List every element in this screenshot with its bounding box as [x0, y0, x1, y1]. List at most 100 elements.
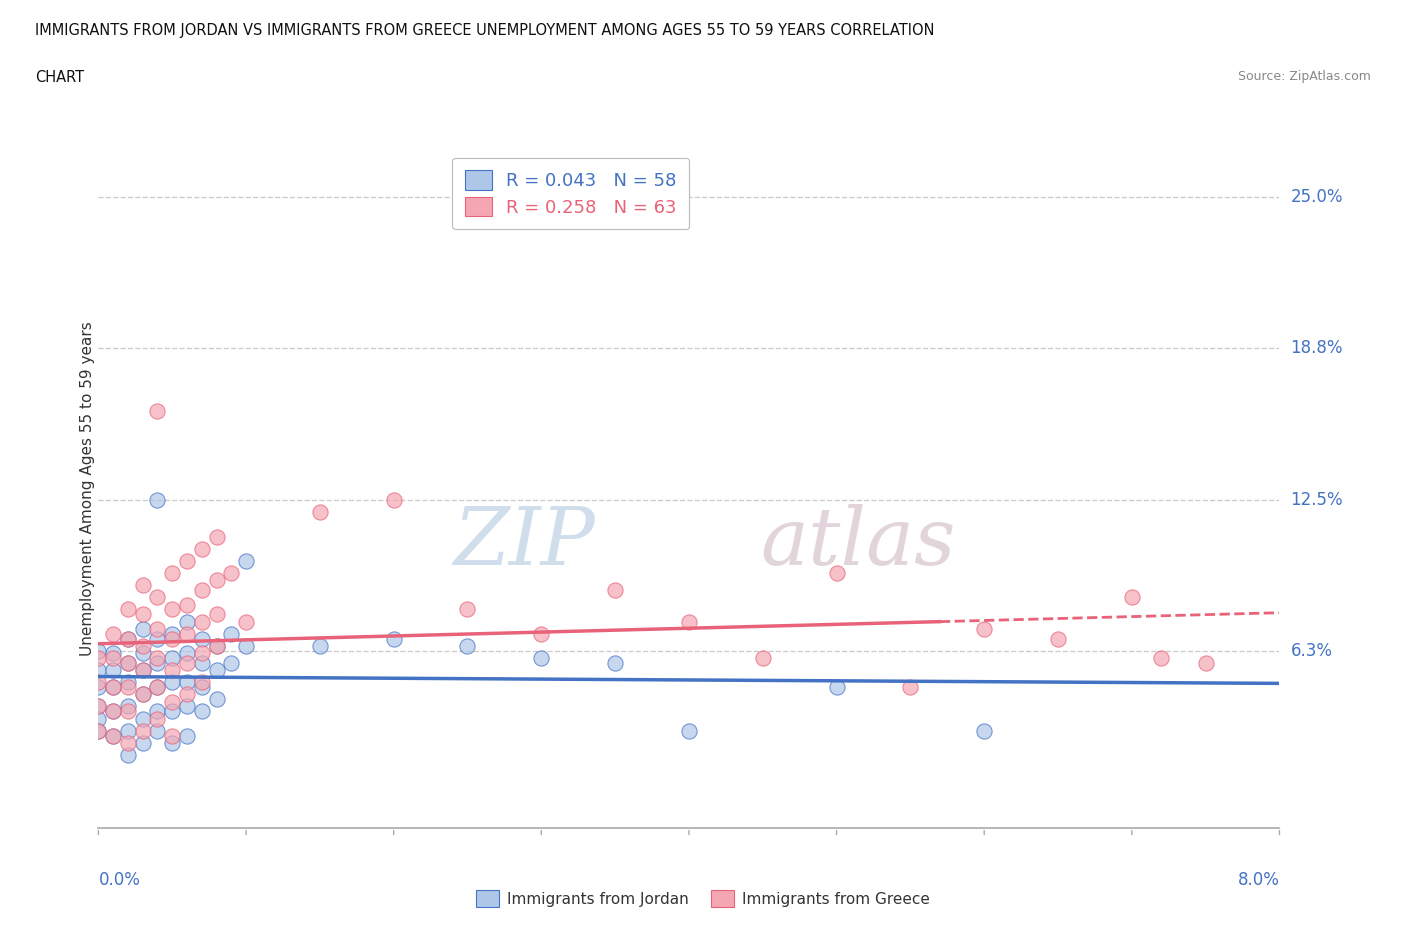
Point [87, 724, 110, 738]
Point [308, 638, 332, 653]
Point [605, 656, 627, 671]
Point [162, 694, 183, 709]
Point [103, 626, 124, 641]
Point [103, 663, 124, 678]
Text: atlas: atlas [759, 504, 955, 581]
Point [117, 736, 139, 751]
Point [1121, 590, 1143, 604]
Point [103, 704, 124, 719]
Point [176, 597, 198, 612]
Point [191, 680, 214, 695]
Point [176, 728, 198, 743]
Point [973, 724, 995, 738]
Point [176, 614, 198, 629]
Point [146, 711, 169, 726]
Point [162, 626, 183, 641]
Point [205, 607, 228, 622]
Point [219, 565, 242, 580]
Point [205, 663, 228, 678]
Point [132, 663, 155, 678]
Point [117, 680, 139, 695]
Point [751, 651, 773, 666]
Point [132, 724, 155, 738]
Point [132, 621, 155, 636]
Y-axis label: Unemployment Among Ages 55 to 59 years: Unemployment Among Ages 55 to 59 years [80, 321, 94, 656]
Point [176, 645, 198, 660]
Point [162, 602, 183, 617]
Point [117, 656, 139, 671]
Point [162, 736, 183, 751]
Point [1046, 631, 1069, 646]
Point [456, 638, 478, 653]
Point [103, 728, 124, 743]
Point [191, 645, 214, 660]
Point [103, 728, 124, 743]
Point [205, 638, 228, 653]
Point [191, 675, 214, 690]
Point [530, 651, 553, 666]
Point [162, 704, 183, 719]
Point [103, 680, 124, 695]
Point [87, 663, 110, 678]
Point [132, 663, 155, 678]
Point [146, 493, 169, 508]
Point [132, 711, 155, 726]
Point [176, 687, 198, 702]
Point [103, 704, 124, 719]
Point [1150, 651, 1173, 666]
Point [117, 602, 139, 617]
Point [825, 680, 848, 695]
Point [146, 651, 169, 666]
Point [176, 675, 198, 690]
Point [205, 638, 228, 653]
Point [191, 656, 214, 671]
Point [146, 724, 169, 738]
Point [205, 692, 228, 707]
Text: 18.8%: 18.8% [1291, 339, 1343, 356]
Point [191, 631, 214, 646]
Point [87, 711, 110, 726]
Point [898, 680, 921, 695]
Point [146, 590, 169, 604]
Point [132, 687, 155, 702]
Point [132, 687, 155, 702]
Point [132, 607, 155, 622]
Point [87, 680, 110, 695]
Point [146, 621, 169, 636]
Legend: Immigrants from Jordan, Immigrants from Greece: Immigrants from Jordan, Immigrants from … [470, 884, 936, 913]
Text: 8.0%: 8.0% [1237, 871, 1279, 889]
Point [605, 582, 627, 598]
Point [308, 505, 332, 520]
Point [162, 675, 183, 690]
Text: 0.0%: 0.0% [98, 871, 141, 889]
Point [382, 631, 405, 646]
Point [191, 614, 214, 629]
Point [235, 638, 257, 653]
Text: 6.3%: 6.3% [1291, 642, 1333, 659]
Point [146, 404, 169, 418]
Point [87, 699, 110, 714]
Point [162, 663, 183, 678]
Point [162, 565, 183, 580]
Point [678, 614, 700, 629]
Text: Source: ZipAtlas.com: Source: ZipAtlas.com [1237, 70, 1371, 83]
Text: IMMIGRANTS FROM JORDAN VS IMMIGRANTS FROM GREECE UNEMPLOYMENT AMONG AGES 55 TO 5: IMMIGRANTS FROM JORDAN VS IMMIGRANTS FRO… [35, 23, 935, 38]
Point [162, 728, 183, 743]
Point [176, 553, 198, 568]
Point [117, 675, 139, 690]
Point [176, 699, 198, 714]
Point [219, 656, 242, 671]
Point [117, 699, 139, 714]
Point [132, 645, 155, 660]
Point [973, 621, 995, 636]
Point [117, 631, 139, 646]
Point [117, 656, 139, 671]
Point [117, 704, 139, 719]
Point [219, 626, 242, 641]
Text: 25.0%: 25.0% [1291, 188, 1343, 206]
Point [191, 704, 214, 719]
Point [146, 631, 169, 646]
Point [132, 578, 155, 592]
Point [176, 656, 198, 671]
Point [191, 582, 214, 598]
